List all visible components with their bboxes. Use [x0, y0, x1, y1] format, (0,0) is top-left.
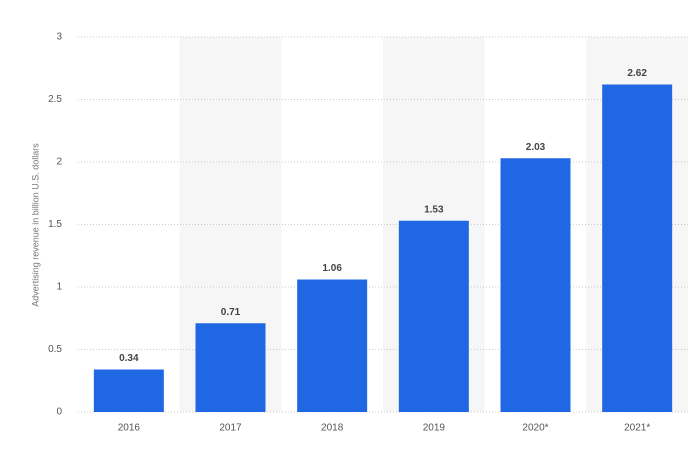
y-tick-label: 0 — [56, 407, 62, 418]
y-tick-label: 0.5 — [48, 344, 62, 355]
x-tick-label: 2016 — [118, 423, 141, 434]
bar — [93, 369, 164, 412]
x-tick-label: 2021* — [624, 423, 650, 434]
y-axis-label: Advertising revenue in billion U.S. doll… — [30, 143, 40, 307]
x-tick-label: 2018 — [321, 423, 344, 434]
bar — [500, 158, 571, 412]
value-label: 1.06 — [322, 263, 342, 274]
y-tick-label: 2 — [56, 157, 62, 168]
y-tick-label: 1 — [56, 282, 62, 293]
bar — [398, 220, 469, 412]
x-tick-label: 2019 — [423, 423, 446, 434]
y-tick-label: 3 — [56, 32, 62, 43]
value-label: 2.62 — [627, 68, 647, 79]
y-tick-label: 1.5 — [48, 219, 62, 230]
bar — [297, 279, 368, 412]
value-label: 0.71 — [221, 307, 241, 318]
value-label: 1.53 — [424, 204, 444, 215]
bar — [602, 84, 673, 412]
x-tick-label: 2017 — [219, 423, 242, 434]
value-label: 0.34 — [119, 353, 139, 364]
y-tick-label: 2.5 — [48, 94, 62, 105]
value-label: 2.03 — [526, 142, 546, 153]
bar — [195, 323, 266, 412]
x-tick-label: 2020* — [522, 423, 548, 434]
